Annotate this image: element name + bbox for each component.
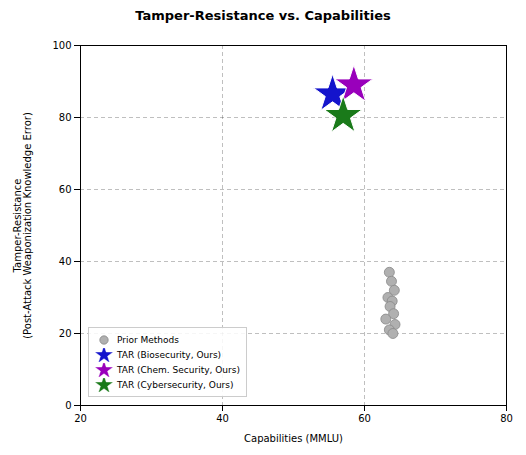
svg-text:Tamper-Resistance(Post-Attack: Tamper-Resistance(Post-Attack Weaponizat… — [12, 112, 33, 339]
svg-text:Capabilities (MMLU): Capabilities (MMLU) — [244, 433, 343, 444]
html-text:Prior Methods: Prior Methods — [117, 334, 179, 345]
svg-text:0: 0 — [65, 400, 71, 411]
html-text:TAR (Biosecurity, Ours): TAR (Biosecurity, Ours) — [117, 349, 222, 360]
html-text:Tamper-Resistance vs. Capabili: Tamper-Resistance vs. Capabilities — [135, 8, 391, 23]
svg-text:80: 80 — [59, 112, 72, 123]
html-text:TAR (Chem. Security, Ours): TAR (Chem. Security, Ours) — [117, 364, 240, 375]
svg-text:100: 100 — [52, 40, 71, 51]
svg-text:60: 60 — [59, 184, 72, 195]
svg-text:20: 20 — [74, 413, 87, 424]
svg-text:40: 40 — [59, 256, 72, 267]
svg-text:20: 20 — [59, 328, 72, 339]
html-text:TAR (Cybersecurity, Ours): TAR (Cybersecurity, Ours) — [117, 379, 234, 390]
svg-text:60: 60 — [358, 413, 371, 424]
svg-text:40: 40 — [216, 413, 229, 424]
svg-text:80: 80 — [500, 413, 513, 424]
